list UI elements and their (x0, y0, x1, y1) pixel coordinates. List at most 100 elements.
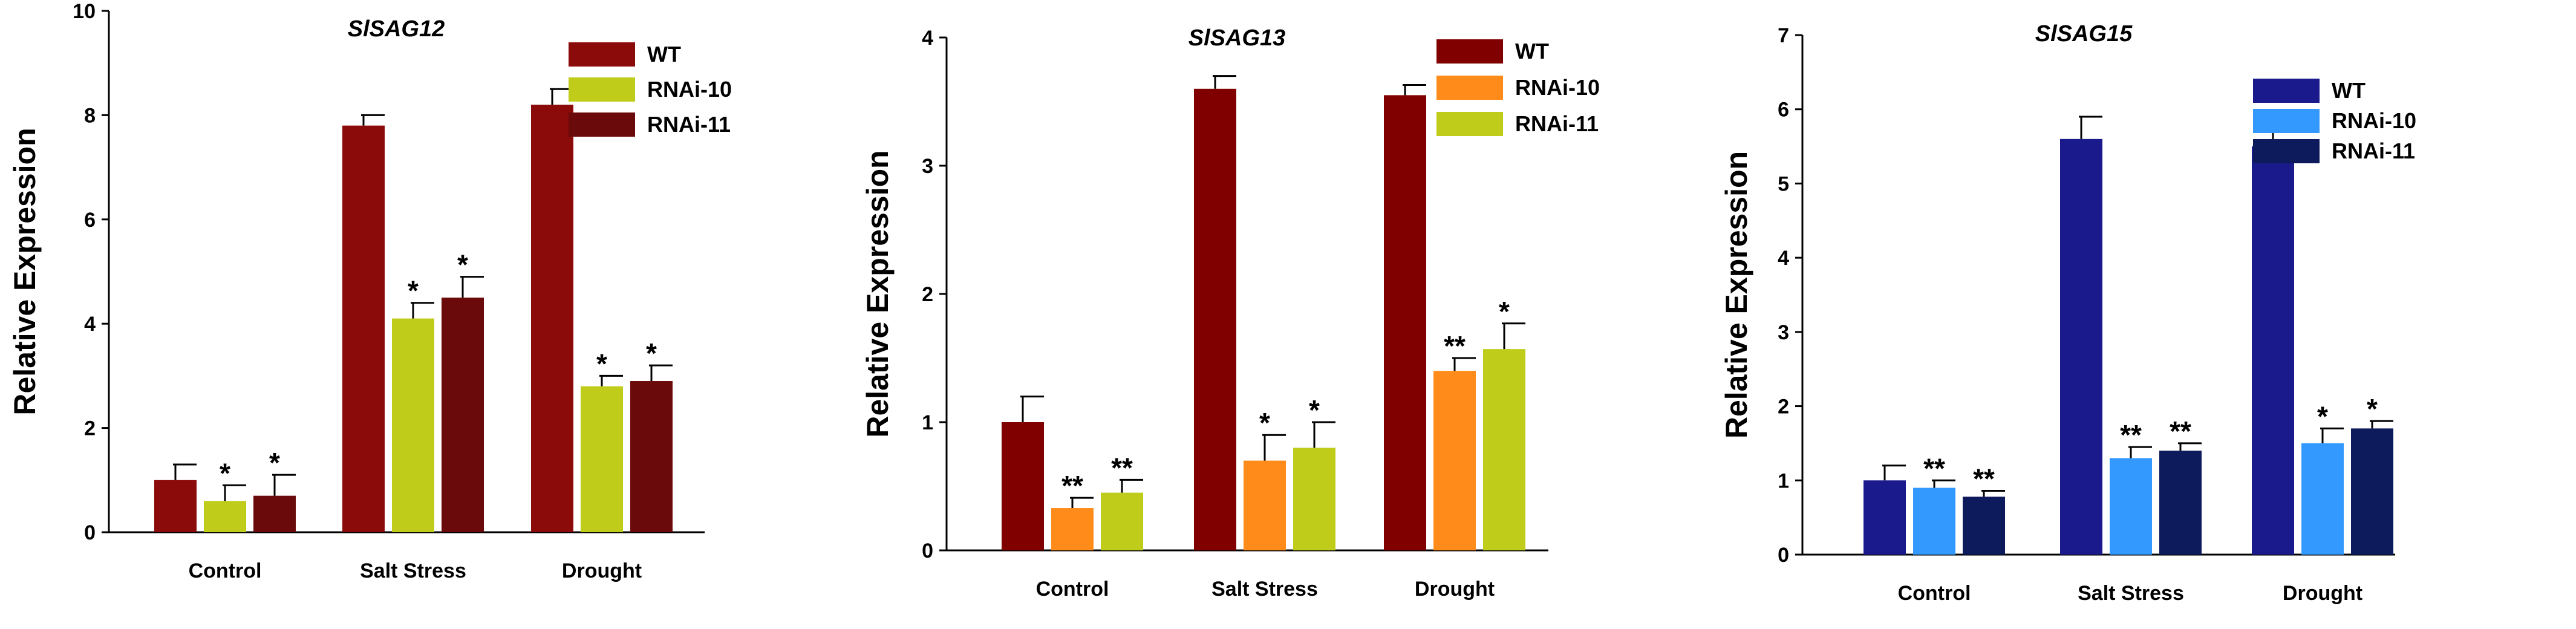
bar (1433, 371, 1476, 550)
legend-label: RNAi-11 (1515, 111, 1599, 136)
significance-label: * (408, 275, 419, 307)
legend-label: WT (647, 42, 681, 67)
bar (1101, 492, 1143, 550)
significance-label: ** (1444, 330, 1466, 362)
bar (630, 381, 673, 532)
significance-label: ** (2170, 416, 2191, 447)
significance-label: ** (2120, 419, 2142, 451)
significance-label: * (2317, 400, 2328, 432)
legend-label: RNAi-11 (2332, 139, 2415, 163)
y-tick-label: 6 (1778, 99, 1789, 122)
bar (342, 125, 385, 532)
bar (204, 501, 246, 532)
legend-swatch (569, 112, 635, 137)
x-tick-label: Salt Stress (360, 559, 466, 582)
bar (2060, 139, 2102, 555)
legend-swatch (1436, 76, 1503, 100)
bar (1002, 422, 1044, 550)
bar (2252, 146, 2294, 555)
x-tick-label: Drought (562, 559, 642, 582)
y-tick-label: 1 (1778, 469, 1789, 492)
bar (2159, 451, 2202, 555)
y-tick-label: 8 (84, 104, 96, 127)
significance-label: ** (1923, 452, 1945, 484)
y-tick-label: 4 (1778, 247, 1789, 270)
y-tick-label: 2 (922, 283, 933, 306)
significance-label: * (269, 447, 280, 478)
significance-label: * (1259, 407, 1270, 438)
bar (2351, 428, 2393, 555)
significance-label: * (1309, 394, 1320, 426)
y-axis-label: Relative Expression (861, 150, 895, 437)
bar (253, 495, 296, 532)
chart-title: SlSAG15 (2035, 21, 2133, 47)
x-tick-label: Drought (1415, 578, 1495, 601)
y-tick-label: 7 (1778, 24, 1789, 47)
bar (1963, 497, 2005, 555)
legend-swatch (1436, 39, 1503, 64)
bar (1293, 448, 1335, 550)
y-axis-label: Relative Expression (8, 128, 42, 415)
significance-label: ** (1973, 463, 1995, 494)
x-tick-label: Control (189, 559, 262, 582)
significance-label: * (646, 337, 657, 369)
y-tick-label: 4 (84, 313, 96, 336)
significance-label: * (457, 249, 468, 281)
bar (581, 386, 623, 532)
x-tick-label: Control (1898, 582, 1971, 605)
legend-swatch (2253, 139, 2320, 163)
bar (1384, 95, 1426, 550)
bar (1913, 487, 1955, 555)
y-tick-label: 5 (1778, 172, 1789, 195)
x-tick-label: Salt Stress (1211, 578, 1318, 601)
significance-label: * (1499, 296, 1510, 327)
legend-label: RNAi-11 (647, 112, 731, 137)
legend-label: WT (2332, 78, 2366, 103)
significance-label: * (596, 348, 607, 379)
y-tick-label: 0 (1778, 544, 1789, 567)
bar (1244, 460, 1286, 550)
bar (2110, 458, 2152, 555)
y-axis-label: Relative Expression (1720, 151, 1753, 438)
legend-swatch (2253, 109, 2320, 133)
chart-title: SlSAG13 (1189, 25, 1286, 51)
bar (1483, 349, 1525, 550)
legend-swatch (1436, 112, 1503, 136)
bar (392, 318, 434, 532)
bar (1864, 480, 1906, 555)
significance-label: * (2367, 393, 2378, 425)
y-tick-label: 0 (922, 539, 933, 562)
y-tick-label: 3 (922, 155, 933, 178)
y-tick-label: 1 (922, 411, 933, 434)
y-tick-label: 3 (1778, 321, 1789, 344)
y-tick-label: 0 (84, 521, 96, 544)
y-tick-label: 2 (84, 417, 96, 440)
bar (1194, 88, 1236, 551)
legend-label: WT (1515, 39, 1549, 64)
bar (2301, 443, 2344, 555)
bar (154, 480, 197, 532)
y-tick-label: 10 (73, 0, 96, 23)
x-tick-label: Salt Stress (2078, 582, 2184, 605)
legend-label: RNAi-10 (1515, 75, 1600, 100)
bar (531, 105, 573, 532)
legend-label: RNAi-10 (647, 77, 732, 102)
legend-swatch (569, 42, 635, 67)
chart-panel-1: 0 2 4 6 8 10 Relative Expression SlSAG12 * * Contr… (8, 0, 732, 582)
legend-swatch (2253, 79, 2320, 103)
y-tick-label: 6 (84, 209, 96, 232)
y-tick-label: 4 (922, 27, 933, 50)
significance-label: * (220, 457, 230, 489)
y-tick-label: 2 (1778, 396, 1789, 419)
bar (442, 298, 484, 532)
bar (1051, 508, 1094, 550)
legend-label: RNAi-10 (2332, 108, 2416, 133)
significance-label: ** (1061, 470, 1083, 501)
significance-label: ** (1111, 452, 1133, 483)
chart-title: SlSAG12 (348, 16, 445, 42)
x-tick-label: Drought (2283, 582, 2362, 605)
